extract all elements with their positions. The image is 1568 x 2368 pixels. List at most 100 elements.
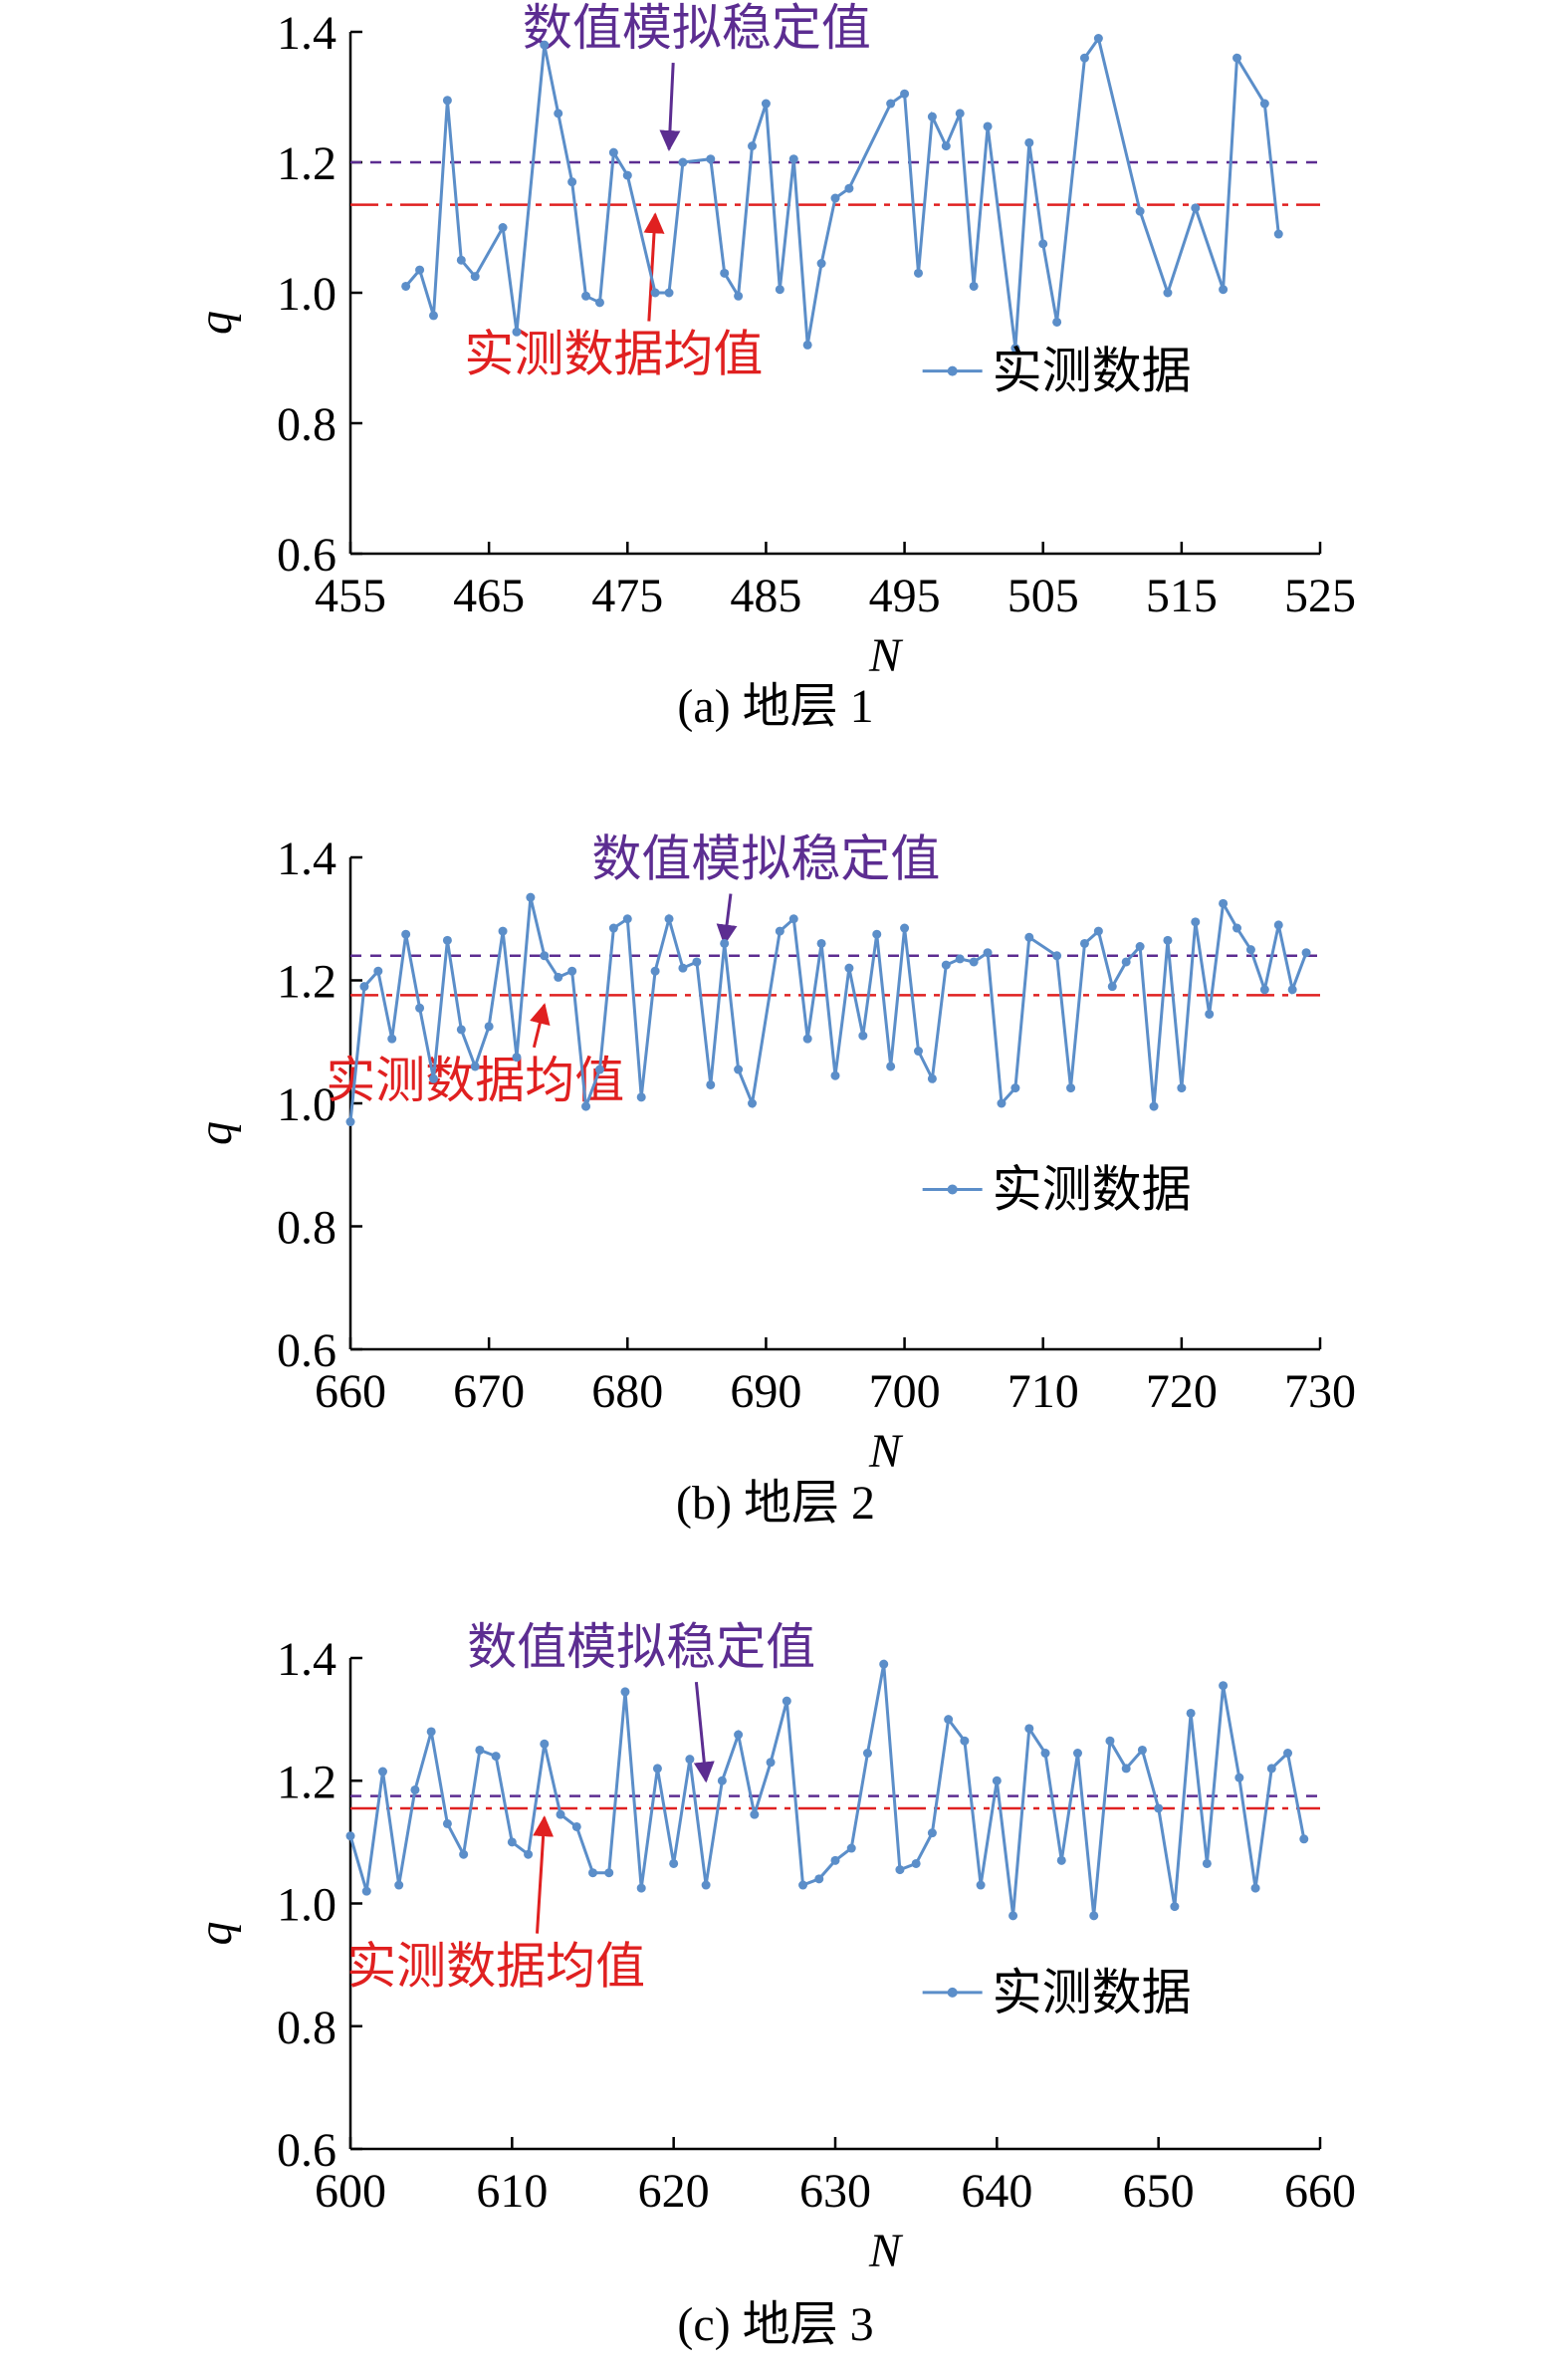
data-point <box>470 1062 480 1071</box>
data-point <box>526 892 536 902</box>
data-point <box>636 1883 646 1893</box>
data-point <box>782 1696 791 1706</box>
y-tick-label: 0.6 <box>277 1324 336 1377</box>
x-tick-label: 720 <box>1146 1365 1218 1418</box>
data-point <box>886 1062 896 1071</box>
data-point <box>581 1101 591 1111</box>
data-point <box>1024 1724 1034 1734</box>
x-axis-label: N <box>868 1425 904 1478</box>
data-point <box>997 1098 1007 1108</box>
data-point <box>415 1003 425 1013</box>
x-axis-label: N <box>868 629 904 682</box>
data-point <box>761 99 771 109</box>
y-tick-label: 0.6 <box>277 2124 336 2177</box>
y-axis-label: q <box>189 311 242 335</box>
data-point <box>512 327 522 337</box>
data-point <box>1259 99 1269 109</box>
data-point <box>976 1880 986 1890</box>
x-tick-label: 505 <box>1008 570 1079 622</box>
data-point <box>1245 945 1255 955</box>
data-point <box>1266 1764 1276 1774</box>
data-point <box>1234 1773 1244 1782</box>
data-point <box>872 929 882 939</box>
mean-annotation-arrow <box>530 1003 551 1049</box>
data-point <box>556 1809 565 1819</box>
data-point <box>491 1752 501 1762</box>
data-point <box>844 963 854 973</box>
data-point <box>1093 34 1103 44</box>
data-point <box>498 223 508 232</box>
data-point <box>1073 1749 1082 1759</box>
data-point <box>1163 288 1173 298</box>
legend-marker <box>947 365 958 376</box>
data-point <box>1052 317 1062 327</box>
mean-annotation-label: 实测数据均值 <box>346 1939 645 1995</box>
data-point <box>622 170 632 180</box>
data-point <box>1040 1749 1050 1759</box>
data-point <box>428 1073 438 1083</box>
data-point <box>1205 1009 1215 1019</box>
data-point <box>415 265 425 275</box>
data-point <box>788 914 798 924</box>
data-point <box>387 1034 397 1044</box>
data-point <box>650 966 660 976</box>
data-point <box>1259 985 1269 995</box>
data-point <box>678 157 688 167</box>
data-point <box>498 926 508 936</box>
data-point <box>1273 920 1283 930</box>
data-point <box>1232 923 1242 933</box>
x-tick-label: 475 <box>591 570 663 622</box>
data-point <box>802 1034 812 1044</box>
data-point <box>664 914 674 924</box>
y-tick-label: 1.2 <box>277 956 336 1009</box>
data-point <box>895 1865 905 1875</box>
x-tick-label: 620 <box>638 2165 710 2218</box>
data-point <box>459 1849 469 1859</box>
data-point <box>1273 229 1283 239</box>
data-point <box>816 259 826 269</box>
data-point <box>1089 1911 1099 1921</box>
data-point <box>456 255 466 265</box>
data-point <box>636 1092 646 1102</box>
legend-label: 实测数据 <box>993 1161 1192 1217</box>
y-axis-label: q <box>189 1121 242 1145</box>
data-point <box>1010 1083 1020 1093</box>
x-tick-label: 515 <box>1146 570 1218 622</box>
mean-annotation-label: 实测数据均值 <box>326 1053 624 1108</box>
data-point <box>540 951 550 961</box>
mean-annotation-label: 实测数据均值 <box>464 327 763 382</box>
data-point <box>650 288 660 298</box>
data-point <box>567 177 577 187</box>
data-point <box>858 1031 868 1041</box>
data-point <box>588 1868 597 1878</box>
data-point <box>1177 1083 1187 1093</box>
x-axis-label: N <box>868 2225 904 2277</box>
data-point <box>664 288 674 298</box>
data-point <box>960 1736 970 1746</box>
data-point <box>652 1764 662 1774</box>
data-point <box>685 1755 695 1765</box>
data-point <box>944 1715 954 1725</box>
data-point <box>955 109 965 118</box>
data-point <box>1299 1834 1309 1844</box>
panel-caption: (c) 地层 3 <box>677 2298 873 2351</box>
x-tick-label: 485 <box>730 570 801 622</box>
data-point <box>401 929 411 939</box>
data-point <box>844 183 854 193</box>
data-point <box>1137 1745 1147 1755</box>
data-point <box>594 1065 604 1074</box>
data-point <box>554 109 563 118</box>
data-point <box>701 1880 711 1890</box>
data-point <box>1066 1083 1076 1093</box>
y-tick-label: 1.2 <box>277 137 336 190</box>
data-point <box>720 268 730 278</box>
data-point <box>571 1821 581 1831</box>
data-point <box>1301 948 1311 958</box>
x-tick-label: 730 <box>1284 1365 1356 1418</box>
data-point <box>1079 53 1089 63</box>
x-tick-label: 455 <box>315 570 386 622</box>
data-point <box>830 1070 840 1080</box>
chart-panel-3: 0.6 0.8 1.0 1.2 1.4 600 610 620 630 640 650 660 Nq 数值… <box>189 1619 1356 2351</box>
data-point <box>816 938 826 948</box>
data-point <box>911 1858 921 1868</box>
